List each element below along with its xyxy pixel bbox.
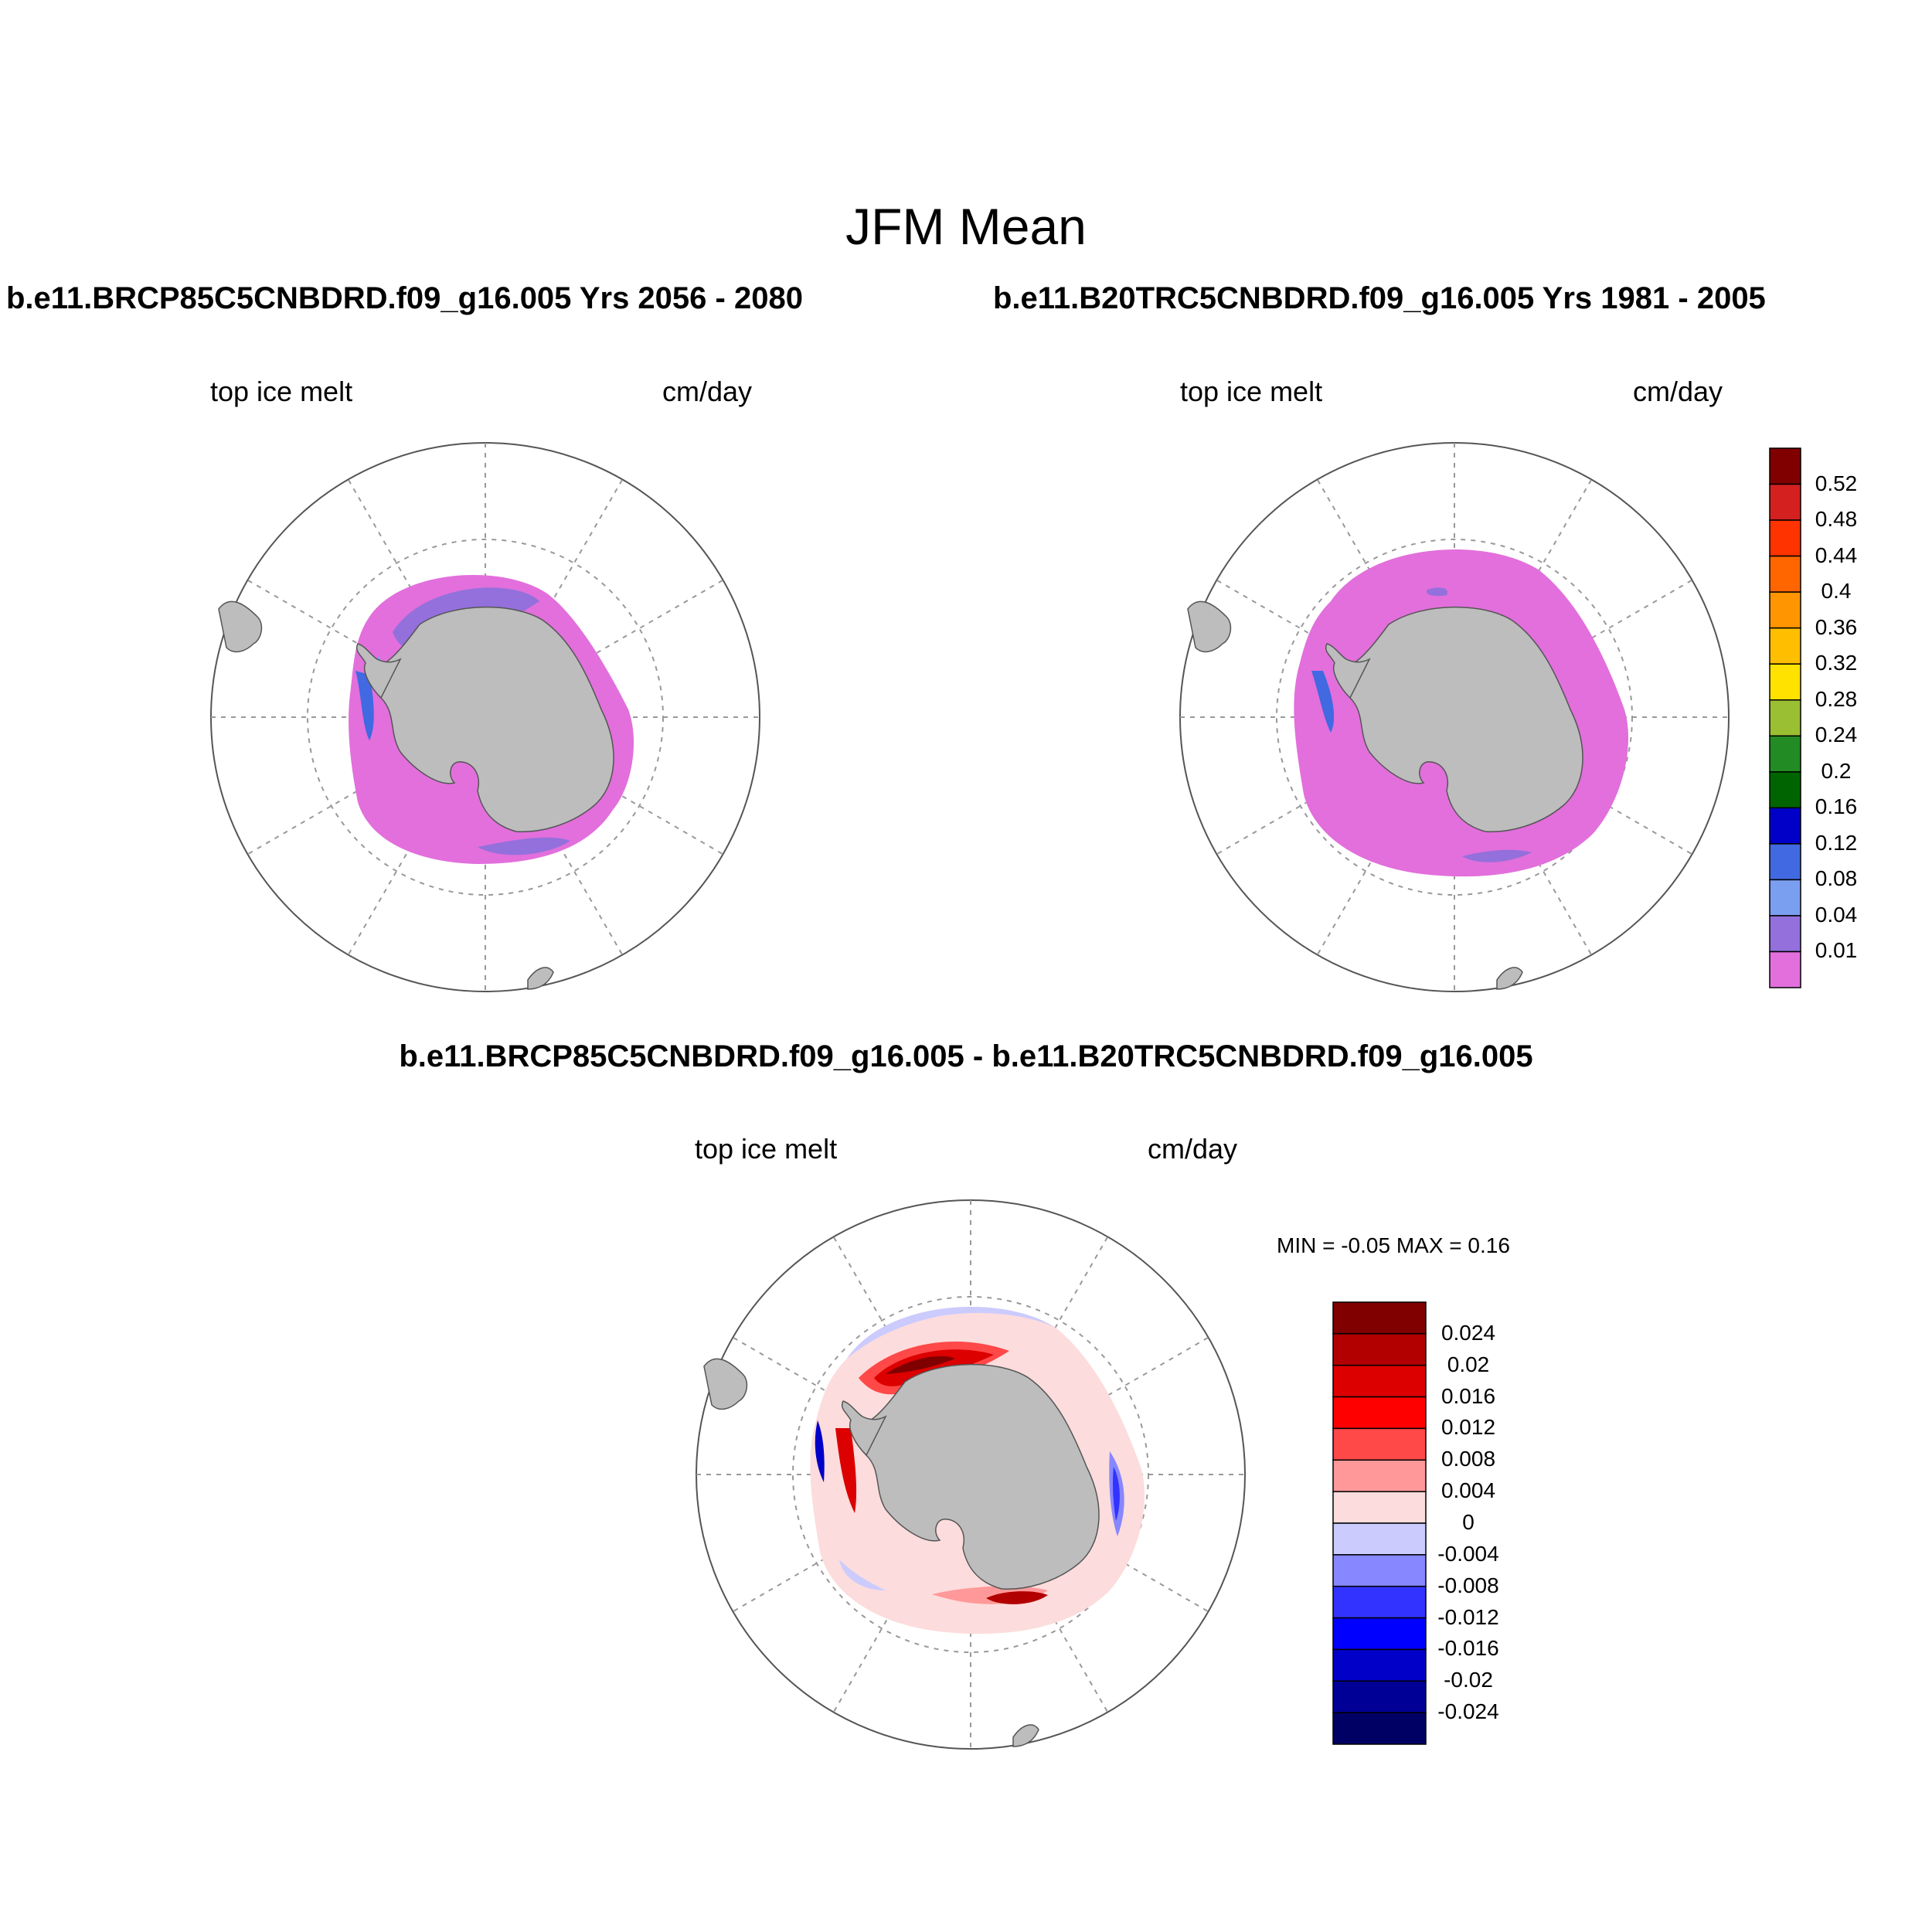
colorbar-absolute-swatch (1769, 627, 1801, 665)
colorbar-difference-swatch (1332, 1333, 1427, 1366)
panel-historical-variable: top ice melt (1180, 376, 1323, 407)
panel-future-variable: top ice melt (210, 376, 353, 407)
colorbar-absolute-label: 0.01 (1815, 938, 1858, 963)
future-melt-patch-peninsula (355, 671, 374, 740)
colorbar-absolute-swatch (1769, 735, 1801, 773)
difference-positive-ross (986, 1591, 1048, 1604)
colorbar-difference-label: 0.02 (1447, 1352, 1490, 1376)
colorbar-difference-swatch (1332, 1301, 1427, 1335)
colorbar-difference-swatch (1332, 1617, 1427, 1651)
colorbar-absolute-swatch (1769, 519, 1801, 557)
colorbar-absolute-swatch (1769, 807, 1801, 845)
colorbar-difference-label: -0.004 (1437, 1541, 1499, 1566)
colorbar-absolute-swatch (1769, 699, 1801, 737)
colorbar-absolute-swatch (1769, 879, 1801, 917)
colorbar-absolute-swatch (1769, 663, 1801, 701)
colorbar-absolute-label: 0.08 (1815, 866, 1858, 891)
colorbar-absolute-label: 0.12 (1815, 830, 1858, 855)
colorbar-difference-label: -0.008 (1437, 1573, 1499, 1597)
colorbar-difference-label: 0.004 (1440, 1478, 1496, 1503)
colorbar-absolute-label: 0.52 (1815, 471, 1858, 495)
colorbar-absolute-label: 0.04 (1815, 902, 1858, 927)
panel-future-units: cm/day (662, 376, 753, 407)
colorbar-absolute (1769, 447, 1801, 988)
colorbar-absolute-swatch (1769, 555, 1801, 593)
future-melt-patch-ross (478, 837, 570, 855)
colorbar-absolute-swatch (1769, 591, 1801, 629)
colorbar-absolute-label: 0.2 (1821, 758, 1852, 783)
future-polar-map (210, 442, 760, 992)
historical-melt-patch-ross (1462, 849, 1532, 862)
colorbar-difference-label: 0.008 (1440, 1447, 1496, 1471)
colorbar-difference-label: -0.016 (1437, 1636, 1499, 1661)
colorbar-absolute-label: 0.32 (1815, 651, 1858, 675)
historical-polar-map (1179, 442, 1730, 992)
colorbar-difference-swatch (1332, 1427, 1427, 1461)
colorbar-difference-label: 0 (1462, 1510, 1475, 1534)
colorbar-absolute-swatch (1769, 771, 1801, 809)
colorbar-difference-label: 0.016 (1440, 1383, 1496, 1408)
colorbar-absolute-swatch (1769, 951, 1801, 988)
colorbar-difference-swatch (1332, 1459, 1427, 1492)
colorbar-difference-swatch (1332, 1648, 1427, 1682)
colorbar-difference-label: 0.024 (1440, 1320, 1496, 1345)
colorbar-difference-swatch (1332, 1396, 1427, 1430)
colorbar-absolute-label: 0.36 (1815, 614, 1858, 639)
colorbar-difference-label: -0.02 (1444, 1668, 1493, 1692)
right-run-title: b.e11.B20TRC5CNBDRD.f09_g16.005 Yrs 1981… (993, 281, 1766, 315)
panel-difference-variable: top ice melt (695, 1133, 838, 1165)
difference-title: b.e11.BRCP85C5CNBDRD.f09_g16.005 - b.e11… (399, 1039, 1533, 1073)
colorbar-absolute-label: 0.16 (1815, 794, 1858, 819)
historical-melt-patch-peninsula (1311, 671, 1335, 733)
colorbar-difference-swatch (1332, 1712, 1427, 1745)
colorbar-absolute-label: 0.4 (1821, 579, 1852, 604)
min-max-stats: MIN = -0.05 MAX = 0.16 (1277, 1233, 1510, 1257)
colorbar-difference-swatch (1332, 1680, 1427, 1713)
colorbar-difference (1332, 1301, 1427, 1745)
colorbar-difference-swatch (1332, 1585, 1427, 1619)
left-run-title: b.e11.BRCP85C5CNBDRD.f09_g16.005 Yrs 205… (6, 281, 803, 315)
panel-difference-units: cm/day (1148, 1133, 1238, 1165)
colorbar-absolute-swatch (1769, 915, 1801, 953)
colorbar-difference-swatch (1332, 1364, 1427, 1398)
colorbar-difference-label: -0.012 (1437, 1604, 1499, 1629)
difference-positive-peninsula (835, 1428, 857, 1513)
colorbar-difference-swatch (1332, 1554, 1427, 1587)
panel-historical-units: cm/day (1633, 376, 1723, 407)
colorbar-absolute-label: 0.48 (1815, 507, 1858, 532)
figure-title: JFM Mean (845, 198, 1087, 255)
colorbar-absolute-swatch (1769, 447, 1801, 485)
colorbar-absolute-label: 0.44 (1815, 543, 1858, 567)
difference-negative-peninsula (815, 1420, 825, 1482)
difference-polar-map (696, 1199, 1246, 1750)
colorbar-difference-swatch (1332, 1522, 1427, 1556)
colorbar-absolute-label: 0.28 (1815, 686, 1858, 711)
colorbar-difference-swatch (1332, 1491, 1427, 1524)
colorbar-difference-label: 0.012 (1440, 1415, 1496, 1440)
colorbar-difference-label: -0.024 (1437, 1699, 1499, 1724)
colorbar-absolute-swatch (1769, 843, 1801, 881)
colorbar-absolute-label: 0.24 (1815, 723, 1858, 747)
